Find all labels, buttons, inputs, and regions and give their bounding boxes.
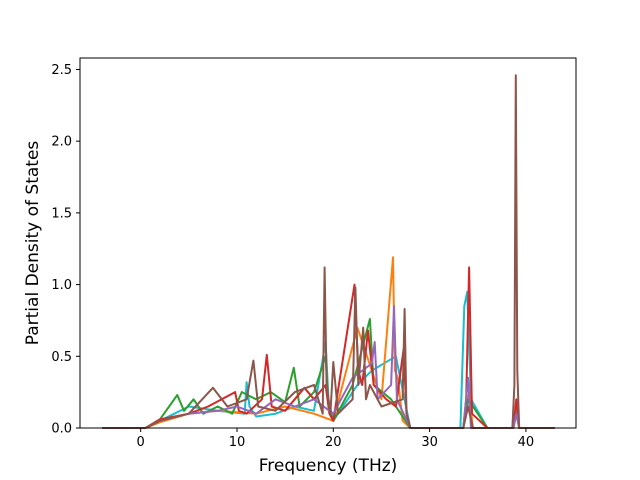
y-tick-label: 2.0 xyxy=(51,135,72,150)
y-axis-ticks: 0.0 0.5 1.0 1.5 2.0 2.5 xyxy=(51,63,80,437)
x-axis-ticks: 0 10 20 30 40 xyxy=(137,428,535,450)
x-axis-label: Frequency (THz) xyxy=(259,456,398,476)
y-tick-label: 1.0 xyxy=(51,278,72,293)
plot-frame xyxy=(79,57,577,429)
y-tick-label: 0.0 xyxy=(51,422,72,437)
x-tick-label: 30 xyxy=(421,435,438,450)
x-tick-label: 10 xyxy=(229,435,246,450)
x-tick-label: 20 xyxy=(325,435,342,450)
series-line-3 xyxy=(102,318,555,429)
y-axis-label: Partial Density of States xyxy=(23,141,43,346)
x-tick-label: 40 xyxy=(518,435,535,450)
y-tick-label: 2.5 xyxy=(51,63,72,78)
y-tick-label: 0.5 xyxy=(51,350,72,365)
x-tick-label: 0 xyxy=(137,435,145,450)
y-tick-label: 1.5 xyxy=(51,206,72,221)
